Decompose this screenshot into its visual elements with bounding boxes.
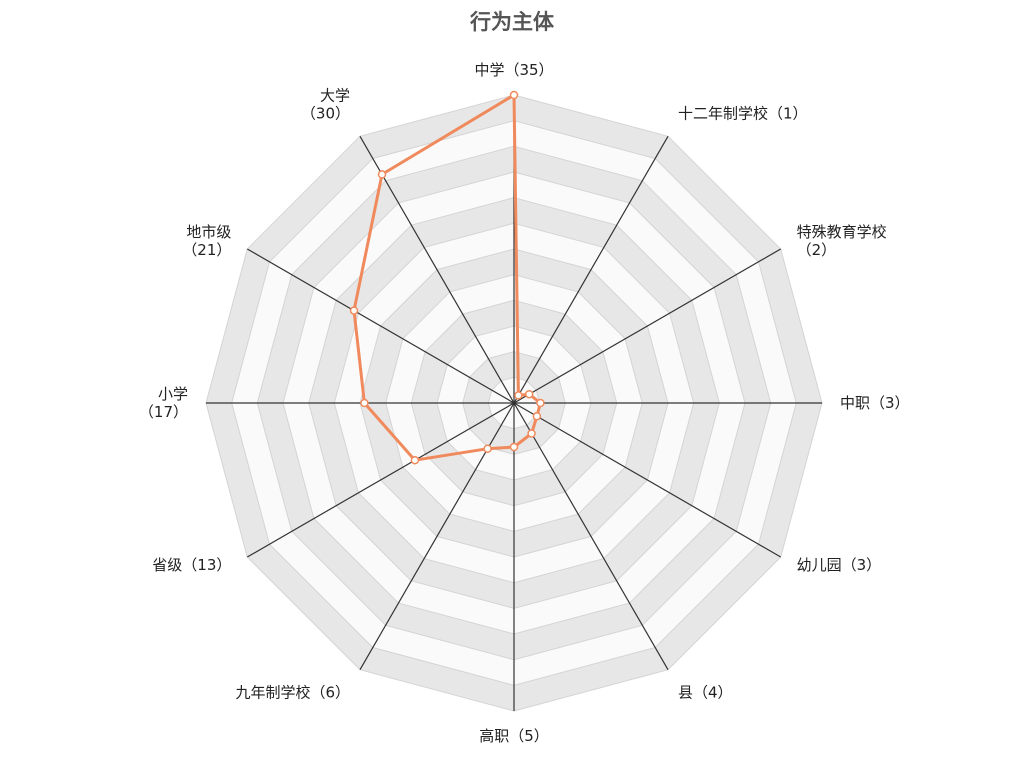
axis-label: 九年制学校（6） [235, 684, 350, 702]
data-point [410, 455, 420, 465]
axis-label-line: （21） [182, 241, 231, 259]
axis-label-line: （17） [139, 403, 188, 421]
axis-label-line: 高职（5） [479, 727, 549, 745]
axis-spoke [513, 248, 782, 404]
axis-label-line: 小学 [158, 385, 188, 403]
axis-label-line: （2） [797, 241, 837, 259]
data-point [509, 442, 519, 452]
data-point [514, 391, 523, 400]
axis-label: 县（4） [678, 684, 733, 702]
data-point [349, 306, 359, 315]
axis-spoke [513, 135, 669, 404]
data-point [509, 90, 519, 100]
axis-label-line: 大学 [320, 86, 350, 104]
data-point [536, 398, 545, 408]
radar-spokes [206, 95, 822, 711]
data-point [527, 429, 536, 438]
axis-label: 十二年制学校（1） [678, 104, 808, 122]
axis-spoke [513, 402, 669, 671]
axis-label: 特殊教育学校（2） [797, 223, 887, 259]
axis-spoke [246, 248, 515, 404]
axis-label-line: 地市级 [186, 223, 231, 241]
data-point [483, 444, 492, 453]
data-point [360, 398, 369, 408]
axis-spoke [246, 402, 515, 558]
axis-label: 地市级（21） [182, 223, 231, 259]
axis-spoke [513, 402, 782, 558]
radar-series [349, 90, 545, 465]
axis-label-line: 中职（3） [840, 394, 910, 412]
axis-spoke [359, 135, 515, 404]
axis-label: 大学（30） [301, 86, 350, 122]
axis-label-line: 幼儿园（3） [797, 556, 882, 574]
axis-label-line: 县（4） [678, 684, 733, 702]
axis-label-line: （30） [301, 104, 350, 122]
data-point [377, 170, 387, 179]
axis-label: 中学（35） [474, 61, 553, 79]
axis-label-line: 中学（35） [474, 61, 553, 79]
data-point [524, 389, 534, 399]
axis-label: 幼儿园（3） [797, 556, 882, 574]
axis-label-line: 省级（13） [152, 556, 231, 574]
axis-label: 省级（13） [152, 556, 231, 574]
radar-axis-labels: 中学（35） 十二年制学校（1） 特殊教育学校（2） 中职（3） 幼儿园（3） 县（4） 高… [139, 61, 910, 745]
axis-label-line: 九年制学校（6） [235, 684, 350, 702]
axis-label: 小学（17） [139, 385, 188, 421]
axis-label: 中职（3） [840, 394, 910, 412]
axis-label: 高职（5） [479, 727, 549, 745]
data-point [532, 411, 542, 421]
chart-title: 行为主体 [470, 10, 554, 34]
axis-label-line: 特殊教育学校 [797, 223, 887, 241]
axis-label-line: 十二年制学校（1） [678, 104, 808, 122]
